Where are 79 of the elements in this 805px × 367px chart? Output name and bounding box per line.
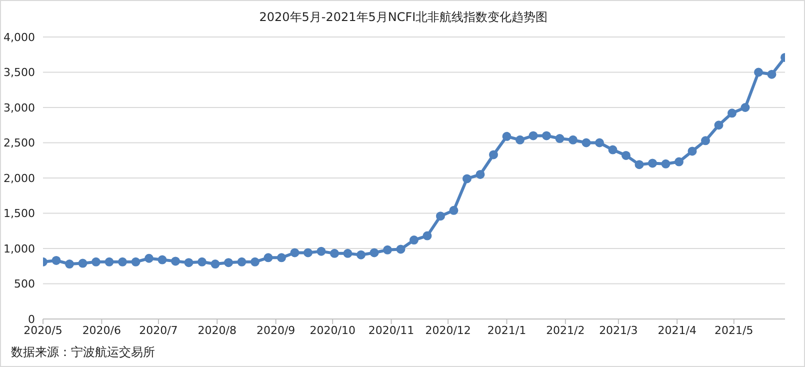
- x-tick-label: 2020/11: [368, 324, 414, 337]
- x-tick-label: 2021/2: [546, 324, 585, 337]
- x-tick-label: 2020/5: [24, 324, 62, 337]
- source-note: 数据来源：宁波航运交易所: [11, 344, 155, 361]
- y-tick-label: 3,000: [4, 101, 35, 114]
- x-tick-label: 2021/3: [599, 324, 638, 337]
- x-tick-label: 2021/5: [714, 324, 754, 337]
- point: [608, 145, 618, 154]
- point: [237, 257, 246, 266]
- y-tick-label: 1,000: [4, 242, 35, 256]
- point: [422, 231, 432, 240]
- point: [396, 244, 406, 254]
- point: [65, 260, 74, 269]
- y-tick-label: 1,500: [4, 207, 35, 220]
- x-tick-label: 2020/7: [139, 324, 178, 337]
- point: [542, 131, 551, 140]
- point: [701, 136, 710, 146]
- point: [661, 159, 670, 168]
- point: [674, 157, 684, 166]
- point: [462, 174, 472, 184]
- point: [516, 135, 524, 144]
- point: [648, 158, 657, 168]
- point: [688, 146, 697, 156]
- x-tick-label: 2021/1: [487, 324, 526, 337]
- y-tick-label: 500: [14, 278, 35, 291]
- point: [158, 255, 167, 264]
- point: [622, 150, 630, 160]
- point: [52, 256, 61, 265]
- point: [184, 258, 194, 268]
- point: [555, 134, 564, 144]
- point: [740, 103, 750, 112]
- point: [449, 206, 458, 215]
- x-tick-label: 2021/4: [658, 324, 696, 337]
- point: [410, 236, 418, 245]
- point: [568, 135, 578, 144]
- point: [595, 138, 604, 148]
- point: [290, 248, 300, 258]
- point: [171, 256, 180, 266]
- point: [78, 258, 88, 268]
- point: [104, 257, 114, 266]
- point: [198, 257, 206, 266]
- point: [476, 170, 485, 179]
- y-tick-label: 2,500: [4, 136, 35, 150]
- point: [502, 132, 512, 141]
- point: [92, 257, 100, 266]
- point: [728, 108, 736, 118]
- point: [144, 254, 154, 263]
- x-tick-label: 2020/10: [310, 324, 356, 337]
- y-tick-label: 4,000: [4, 30, 35, 44]
- point: [118, 257, 127, 266]
- point: [383, 245, 392, 254]
- point: [343, 248, 352, 258]
- y-tick-label: 0: [28, 312, 35, 326]
- point: [210, 260, 220, 269]
- y-tick-label: 3,500: [4, 66, 35, 80]
- point: [754, 68, 763, 77]
- x-tick-label: 2020/8: [198, 324, 236, 337]
- x-tick-label: 2020/6: [82, 324, 122, 337]
- point: [316, 246, 326, 256]
- point: [356, 250, 366, 260]
- y-tick-label: 2,000: [4, 172, 35, 185]
- point: [489, 150, 498, 160]
- point: [131, 257, 140, 266]
- point: [250, 257, 260, 266]
- point: [767, 70, 776, 79]
- point: [714, 120, 724, 130]
- point: [370, 248, 379, 258]
- point: [224, 258, 233, 268]
- point: [436, 212, 445, 221]
- point: [330, 248, 339, 258]
- point: [304, 248, 312, 258]
- point: [528, 131, 538, 140]
- point: [277, 253, 286, 262]
- point: [582, 138, 591, 148]
- point: [634, 160, 644, 170]
- x-tick-label: 2020/9: [256, 324, 296, 337]
- x-tick-label: 2020/12: [425, 324, 471, 337]
- point: [264, 253, 273, 262]
- chart-title: 2020年5月-2021年5月NCFI北非航线指数变化趋势图: [258, 9, 549, 26]
